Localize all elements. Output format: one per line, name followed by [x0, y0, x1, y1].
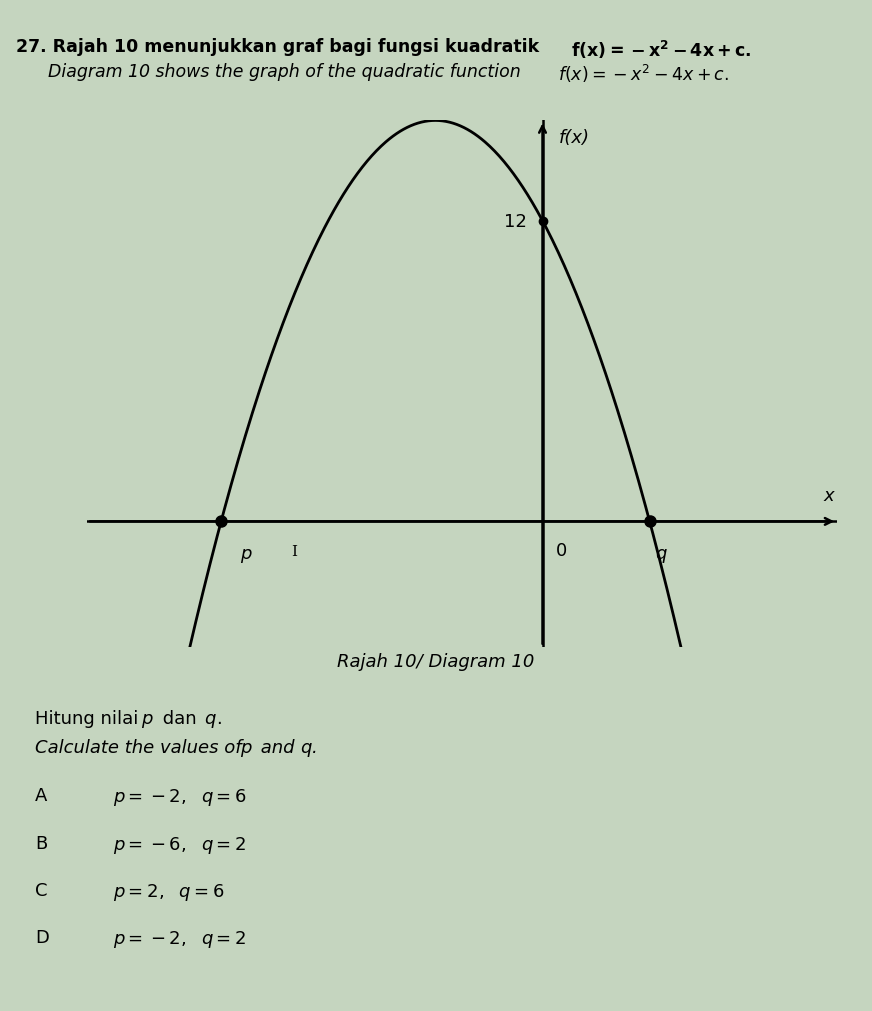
Text: p: p	[240, 544, 251, 562]
Text: B: B	[35, 834, 47, 852]
Text: I: I	[290, 544, 296, 558]
Text: $p = -2,\ \ q = 2$: $p = -2,\ \ q = 2$	[113, 928, 247, 949]
Text: and: and	[255, 738, 300, 756]
Text: 27. Rajah 10 menunjukkan graf bagi fungsi kuadratik: 27. Rajah 10 menunjukkan graf bagi fungs…	[16, 38, 545, 57]
Text: $p = -6,\ \ q = 2$: $p = -6,\ \ q = 2$	[113, 834, 247, 855]
Text: dan: dan	[157, 710, 202, 728]
Text: D: D	[35, 928, 49, 946]
Text: $p = -2,\ \ q = 6$: $p = -2,\ \ q = 6$	[113, 787, 247, 808]
Text: Rajah 10/ Diagram 10: Rajah 10/ Diagram 10	[337, 652, 535, 670]
Text: $\mathbf{f(x) = -x^2 - 4x + c.}$: $\mathbf{f(x) = -x^2 - 4x + c.}$	[571, 38, 752, 61]
Text: 0: 0	[556, 542, 567, 560]
Text: Hitung nilai: Hitung nilai	[35, 710, 144, 728]
Text: Calculate the values of: Calculate the values of	[35, 738, 248, 756]
Text: A: A	[35, 787, 47, 805]
Text: Diagram 10 shows the graph of the quadratic function: Diagram 10 shows the graph of the quadra…	[48, 63, 526, 81]
Text: $\mathit{f(x) = -x^2 - 4x + c.}$: $\mathit{f(x) = -x^2 - 4x + c.}$	[558, 63, 729, 85]
Text: 12: 12	[503, 212, 527, 231]
Text: .: .	[216, 710, 222, 728]
Text: .: .	[312, 738, 318, 756]
Text: p: p	[240, 738, 251, 756]
Text: q: q	[300, 738, 311, 756]
Text: q: q	[655, 544, 666, 562]
Text: x: x	[824, 486, 835, 504]
Text: f(x): f(x)	[559, 128, 589, 147]
Text: q: q	[204, 710, 215, 728]
Text: C: C	[35, 882, 47, 900]
Text: p: p	[141, 710, 153, 728]
Text: $p = 2,\ \ q = 6$: $p = 2,\ \ q = 6$	[113, 882, 225, 903]
